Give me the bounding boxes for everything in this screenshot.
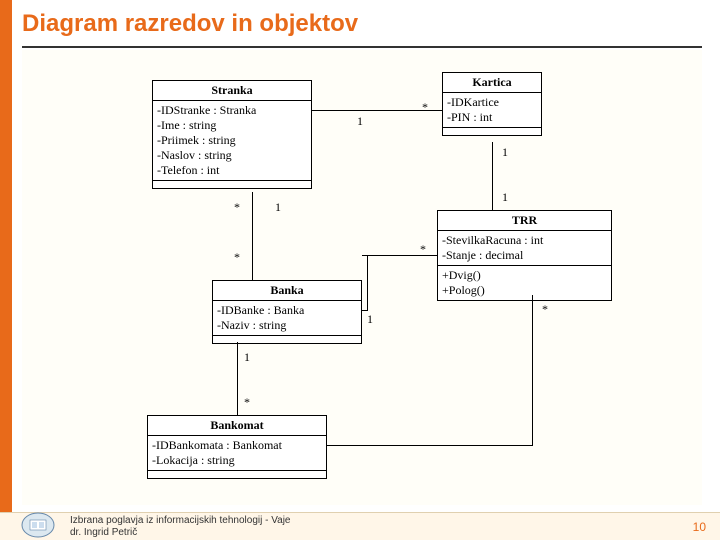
assoc-stranka-banka (252, 192, 253, 280)
class-attributes: -IDBankomata : Bankomat -Lokacija : stri… (148, 436, 326, 470)
slide-title: Diagram razredov in objektov (22, 10, 358, 38)
class-trr: TRR -StevilkaRacuna : int -Stanje : deci… (437, 210, 612, 301)
mult-1: 1 (275, 200, 281, 215)
assoc-trr-bankomat-h (327, 445, 533, 446)
class-name: Stranka (153, 81, 311, 101)
class-banka: Banka -IDBanke : Banka -Naziv : string (212, 280, 362, 344)
mult-star: * (542, 302, 548, 317)
class-kartica: Kartica -IDKartice -PIN : int (442, 72, 542, 136)
class-name: Banka (213, 281, 361, 301)
class-operations: +Dvig() +Polog() (438, 265, 611, 300)
class-operations (148, 470, 326, 478)
assoc-kartica-trr (492, 142, 493, 210)
left-accent-bar (0, 0, 12, 540)
mult-star: * (244, 395, 250, 410)
class-name: Bankomat (148, 416, 326, 436)
class-operations (153, 180, 311, 188)
footer-text-2: dr. Ingrid Petrič (70, 527, 137, 538)
mult-star: * (234, 200, 240, 215)
title-underline (22, 46, 702, 48)
class-stranka: Stranka -IDStranke : Stranka -Ime : stri… (152, 80, 312, 189)
assoc-banka-trr-v (367, 255, 368, 311)
page-number: 10 (693, 520, 706, 534)
mult-1: 1 (357, 114, 363, 129)
class-attributes: -IDStranke : Stranka -Ime : string -Prii… (153, 101, 311, 180)
mult-1: 1 (502, 190, 508, 205)
mult-star: * (234, 250, 240, 265)
mult-1: 1 (502, 145, 508, 160)
assoc-trr-bankomat-v (532, 295, 533, 445)
mult-1: 1 (367, 312, 373, 327)
class-attributes: -StevilkaRacuna : int -Stanje : decimal (438, 231, 611, 265)
class-name: Kartica (443, 73, 541, 93)
class-operations (213, 335, 361, 343)
class-bankomat: Bankomat -IDBankomata : Bankomat -Lokaci… (147, 415, 327, 479)
footer-text-1: Izbrana poglavja iz informacijskih tehno… (70, 515, 290, 526)
mult-star: * (420, 242, 426, 257)
assoc-banka-trr-h2 (362, 310, 368, 311)
mult-1: 1 (244, 350, 250, 365)
mult-star: * (422, 100, 428, 115)
class-attributes: -IDKartice -PIN : int (443, 93, 541, 127)
institution-logo-icon (18, 510, 58, 540)
class-attributes: -IDBanke : Banka -Naziv : string (213, 301, 361, 335)
class-operations (443, 127, 541, 135)
uml-diagram-canvas: Stranka -IDStranke : Stranka -Ime : stri… (22, 50, 702, 505)
assoc-banka-bankomat (237, 342, 238, 415)
class-name: TRR (438, 211, 611, 231)
